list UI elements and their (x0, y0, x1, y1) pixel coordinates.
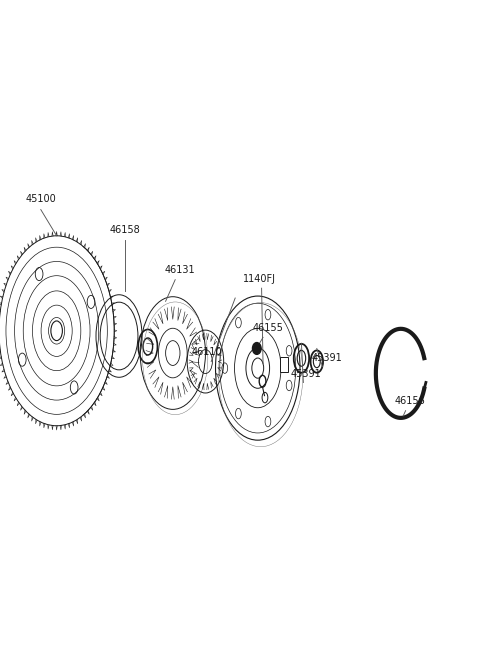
Text: 46156: 46156 (395, 396, 426, 406)
Circle shape (252, 343, 261, 354)
Text: 1140FJ: 1140FJ (243, 274, 276, 284)
Text: 45100: 45100 (25, 195, 56, 204)
Text: 46158: 46158 (109, 225, 140, 235)
FancyBboxPatch shape (280, 356, 288, 372)
Text: 46110: 46110 (191, 347, 222, 357)
Text: 45391: 45391 (290, 369, 321, 379)
Text: 46155: 46155 (253, 323, 284, 333)
Text: 45391: 45391 (312, 353, 343, 363)
Text: 46131: 46131 (165, 265, 195, 275)
